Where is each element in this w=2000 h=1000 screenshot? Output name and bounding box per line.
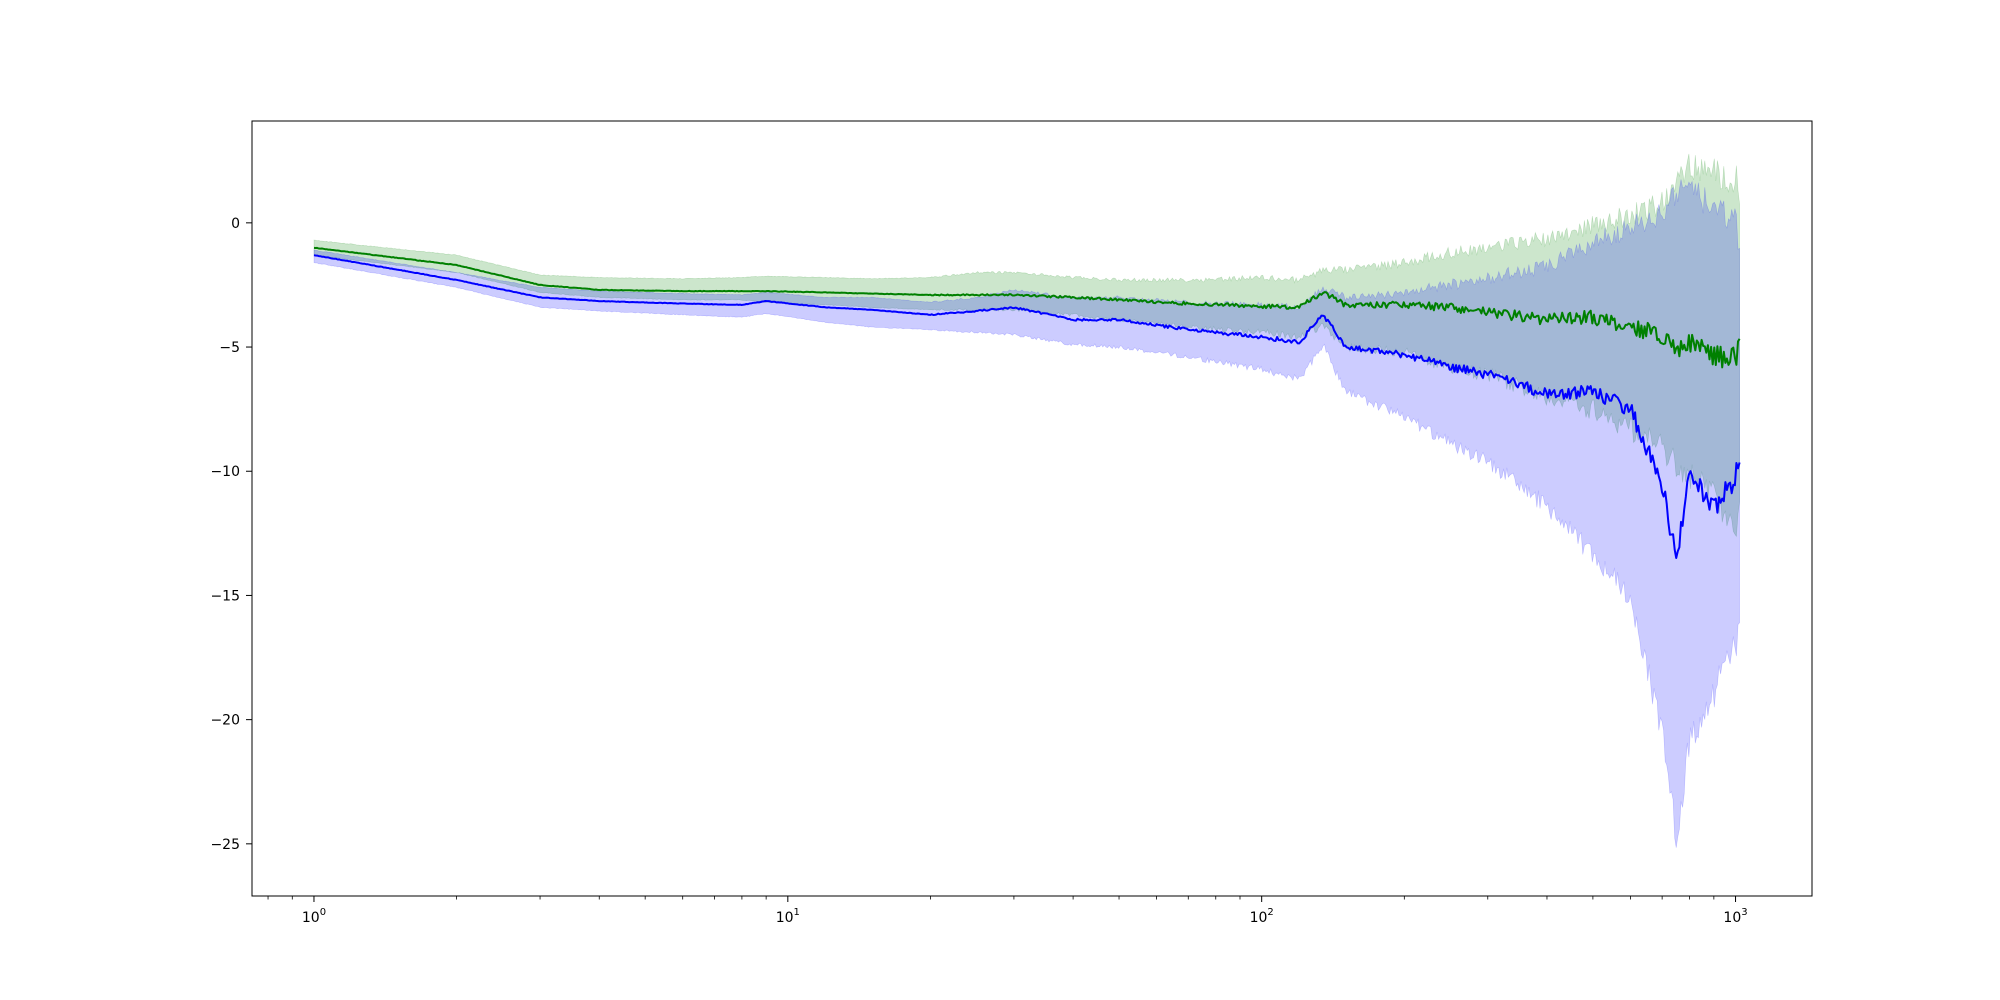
- plot-frame: [251, 120, 1813, 897]
- y-tick-label: −25: [210, 837, 240, 853]
- series-line-1: [313, 254, 1741, 559]
- x-tick-label: 102: [1250, 907, 1274, 926]
- y-axis: 0 −5 −10 −15 −20 −25: [210, 216, 252, 853]
- x-tick-label: 100: [302, 907, 326, 926]
- x-tick-label: 103: [1723, 907, 1747, 926]
- series-lines: [313, 246, 1741, 559]
- y-tick-label: −5: [219, 340, 240, 356]
- series-line-0: [313, 246, 1741, 369]
- x-axis: 100 101 102 103: [267, 896, 1748, 926]
- y-tick-label: −10: [210, 464, 240, 480]
- y-tick-label: −20: [210, 713, 240, 729]
- confidence-band-1: [313, 179, 1740, 848]
- x-tick-label: 101: [776, 907, 800, 926]
- y-tick-label: 0: [231, 216, 240, 232]
- plot-area: [252, 121, 1812, 896]
- y-tick-label: −15: [210, 588, 240, 604]
